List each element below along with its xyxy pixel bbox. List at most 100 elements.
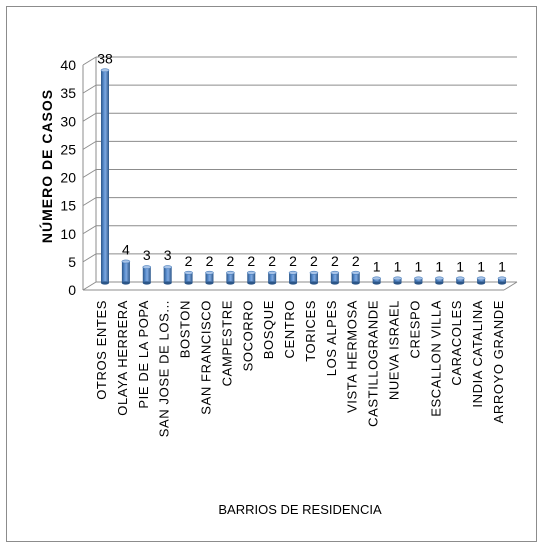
bar bbox=[435, 276, 444, 285]
x-tick-label: BOSQUE bbox=[261, 300, 276, 359]
bar-base bbox=[142, 281, 151, 285]
grid-line-diag bbox=[82, 253, 97, 263]
x-tick-label: BOSTON bbox=[178, 300, 193, 358]
bar-top bbox=[142, 265, 152, 270]
bar-body bbox=[477, 278, 486, 283]
bar-base bbox=[393, 281, 402, 285]
bar-top bbox=[226, 270, 235, 275]
data-label: 3 bbox=[143, 247, 151, 263]
x-tick-label: CRESPO bbox=[407, 300, 422, 359]
x-tick-label: INDIA CATALINA bbox=[470, 300, 485, 408]
y-tick-label: 30 bbox=[60, 113, 76, 129]
data-label: 2 bbox=[289, 253, 297, 269]
bar-top bbox=[121, 259, 131, 264]
bar-base bbox=[456, 281, 465, 285]
y-tick-label: 5 bbox=[68, 254, 76, 270]
data-label: 2 bbox=[310, 253, 318, 269]
bar bbox=[163, 265, 172, 285]
y-tick-label: 15 bbox=[60, 198, 76, 214]
bar bbox=[393, 276, 402, 285]
bar bbox=[414, 276, 423, 285]
bar-top bbox=[435, 276, 444, 281]
bar-body bbox=[101, 70, 109, 283]
bar-base bbox=[184, 281, 193, 285]
bar-top bbox=[330, 270, 340, 275]
bar-base bbox=[309, 281, 318, 285]
bar-body bbox=[184, 272, 193, 283]
y-tick-label: 10 bbox=[60, 226, 76, 242]
bar-base bbox=[163, 281, 172, 285]
bar-base bbox=[435, 281, 444, 285]
bar-body bbox=[414, 278, 423, 283]
y-tick-label: 0 bbox=[68, 282, 76, 298]
bar-body bbox=[351, 272, 360, 283]
grid-line-diag bbox=[82, 112, 97, 122]
grid-line-diag bbox=[82, 169, 97, 178]
bar bbox=[330, 270, 340, 285]
y-tick-label: 35 bbox=[60, 85, 76, 101]
bar-top bbox=[351, 270, 361, 275]
x-tick-label: TORICES bbox=[303, 300, 318, 362]
bar-top bbox=[393, 276, 402, 281]
bar-top bbox=[163, 265, 172, 270]
bar-body bbox=[372, 278, 381, 283]
bar-base bbox=[247, 281, 256, 285]
bar-body bbox=[456, 278, 465, 283]
x-tick-label: CARACOLES bbox=[449, 300, 464, 386]
bar-base bbox=[289, 281, 298, 285]
bar-base bbox=[226, 281, 235, 285]
bar-body bbox=[142, 267, 151, 283]
bar-top bbox=[184, 270, 193, 275]
grid-line-diag bbox=[82, 225, 97, 235]
data-label: 2 bbox=[331, 253, 339, 269]
bar-base bbox=[351, 281, 360, 285]
data-label: 2 bbox=[185, 253, 193, 269]
grid-line-diag bbox=[82, 197, 97, 207]
bar-top bbox=[205, 270, 214, 275]
bar-base bbox=[205, 281, 214, 285]
bar-top bbox=[267, 270, 277, 275]
bar-top bbox=[455, 276, 465, 281]
x-axis-title: BARRIOS DE RESIDENCIA bbox=[218, 502, 382, 517]
grid-line-diag bbox=[82, 140, 97, 150]
bar bbox=[142, 265, 152, 285]
floor-edge bbox=[503, 281, 518, 291]
x-tick-label: LOS ALPES bbox=[324, 300, 339, 376]
bar-body bbox=[268, 272, 277, 283]
bar-body bbox=[289, 272, 298, 283]
bar-base bbox=[268, 281, 277, 285]
data-label: 2 bbox=[247, 253, 255, 269]
data-label: 38 bbox=[97, 50, 113, 66]
data-label: 1 bbox=[456, 258, 464, 274]
bar bbox=[100, 68, 110, 285]
bar-base bbox=[121, 281, 130, 285]
bars bbox=[100, 68, 507, 285]
bar bbox=[288, 270, 298, 285]
x-tick-label: OLAYA HERRERA bbox=[115, 300, 130, 416]
bar-body bbox=[205, 272, 214, 283]
bar-top bbox=[476, 276, 486, 281]
x-tick-label: SAN FRANCISCO bbox=[198, 300, 213, 415]
x-tick-label: VISTA HERMOSA bbox=[345, 300, 360, 413]
grid-line-diag bbox=[82, 281, 97, 291]
bar bbox=[205, 270, 214, 285]
bar-top bbox=[246, 270, 256, 275]
bar-top bbox=[100, 68, 110, 73]
data-label: 1 bbox=[498, 258, 506, 274]
bar-base bbox=[414, 281, 423, 285]
bar bbox=[476, 276, 486, 285]
data-label: 1 bbox=[415, 258, 423, 274]
data-label: 3 bbox=[164, 247, 172, 263]
bar-body bbox=[330, 272, 339, 283]
data-label: 1 bbox=[477, 258, 485, 274]
bar bbox=[226, 270, 235, 285]
x-tick-label: SAN JOSE DE LOS... bbox=[157, 300, 172, 437]
bar-body bbox=[163, 267, 172, 283]
bar-top bbox=[288, 270, 298, 275]
bar-body bbox=[309, 272, 318, 283]
bar-body bbox=[121, 261, 130, 283]
bar bbox=[184, 270, 193, 285]
bar-base bbox=[101, 281, 109, 285]
x-tick-label: PIE DE LA POPA bbox=[136, 300, 151, 409]
